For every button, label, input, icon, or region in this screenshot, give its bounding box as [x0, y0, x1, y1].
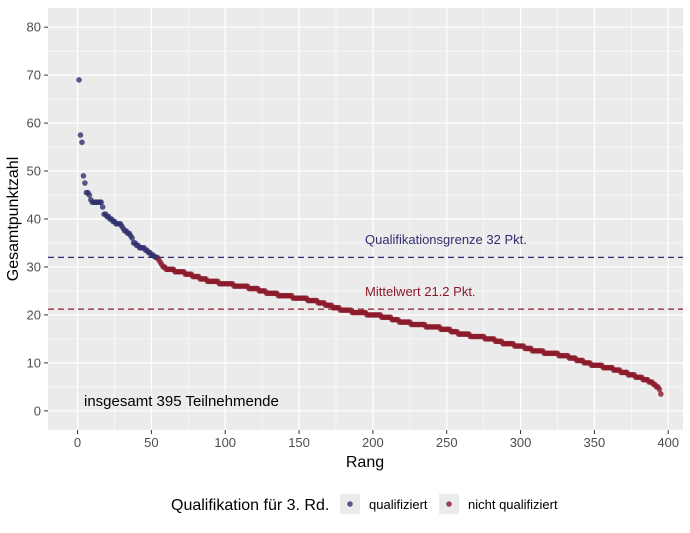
- y-tick-label: 40: [27, 212, 41, 227]
- legend-label-qualified: qualifiziert: [369, 497, 428, 512]
- x-tick-label: 300: [510, 435, 532, 450]
- data-point: [129, 235, 135, 241]
- data-point: [100, 204, 106, 210]
- x-tick-label: 100: [214, 435, 236, 450]
- y-tick-label: 30: [27, 259, 41, 274]
- y-tick-label: 80: [27, 20, 41, 35]
- legend-key-qualified: [347, 501, 353, 507]
- data-point: [87, 192, 93, 198]
- legend-label-not-qualified: nicht qualifiziert: [468, 497, 558, 512]
- data-point: [81, 173, 87, 179]
- x-tick-label: 250: [436, 435, 458, 450]
- x-tick-label: 200: [362, 435, 384, 450]
- x-tick-label: 50: [144, 435, 158, 450]
- data-point: [76, 77, 82, 83]
- legend-key-not-qualified: [446, 501, 452, 507]
- y-axis-title: Gesamtpunktzahl: [5, 157, 22, 282]
- legend: Qualifikation für 3. Rd. qualifiziert ni…: [171, 494, 558, 514]
- y-tick-label: 50: [27, 164, 41, 179]
- data-point: [658, 391, 664, 397]
- participants-annotation: insgesamt 395 Teilnehmende: [84, 393, 279, 410]
- y-tick-label: 70: [27, 68, 41, 83]
- y-tick-label: 60: [27, 116, 41, 131]
- y-tick-label: 10: [27, 355, 41, 370]
- x-tick-label: 350: [584, 435, 606, 450]
- x-axis-title: Rang: [346, 454, 384, 471]
- x-tick-label: 150: [288, 435, 310, 450]
- data-point: [78, 132, 84, 138]
- x-tick-label: 0: [74, 435, 81, 450]
- data-point: [98, 199, 104, 205]
- y-tick-label: 20: [27, 307, 41, 322]
- data-point: [82, 180, 88, 186]
- data-point: [79, 139, 85, 145]
- reference-label-qualification: Qualifikationsgrenze 32 Pkt.: [365, 232, 527, 247]
- reference-label-mean: Mittelwert 21.2 Pkt.: [365, 284, 476, 299]
- legend-title: Qualifikation für 3. Rd.: [171, 497, 329, 514]
- y-tick-label: 0: [34, 403, 41, 418]
- x-tick-label: 400: [657, 435, 679, 450]
- data-point: [657, 386, 663, 392]
